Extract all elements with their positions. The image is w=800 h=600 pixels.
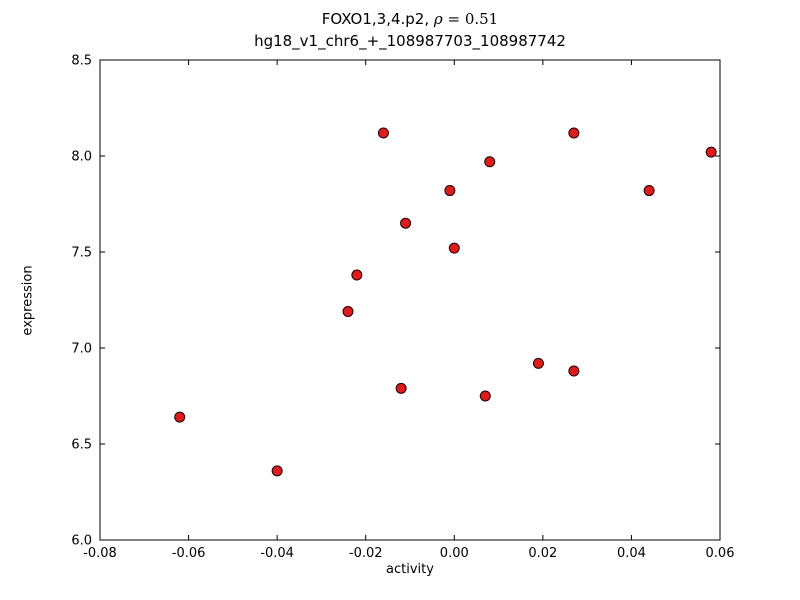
scatter-point [400, 217, 412, 229]
rho-symbol: ρ [433, 10, 443, 28]
scatter-point [532, 357, 544, 369]
x-axis-label: activity [386, 562, 434, 577]
x-tick-label: -0.06 [172, 546, 206, 561]
x-tick-label: 0.02 [528, 546, 557, 561]
scatter-point [568, 365, 580, 377]
scatter-point [377, 127, 389, 139]
plot-frame [99, 59, 721, 541]
x-tick-label: 0.04 [617, 546, 646, 561]
chart-title-text: FOXO1,3,4.p2, [321, 10, 434, 28]
data-points [174, 127, 717, 477]
scatter-point [174, 411, 186, 423]
y-tick-label: 6.0 [71, 534, 92, 549]
scatter-point [395, 382, 407, 394]
scatter-point [705, 146, 717, 158]
scatter-point [271, 465, 283, 477]
x-tick-label: -0.04 [260, 546, 294, 561]
axis-tick-labels: -0.08 -0.06 -0.04 -0.02 0.00 0.02 0.04 0.06 6.0 6… [71, 54, 734, 562]
scatter-point [643, 185, 655, 197]
scatter-point [568, 127, 580, 139]
y-tick-label: 8.5 [71, 54, 92, 69]
rho-value: = 0.51 [442, 10, 499, 28]
scatter-point [444, 185, 456, 197]
chart-title-block: FOXO1,3,4.p2, ρ = 0.51 hg18_v1_chr6_+_10… [100, 8, 720, 52]
x-tick-label: 0.00 [440, 546, 469, 561]
y-tick-label: 7.0 [71, 342, 92, 357]
y-tick-label: 8.0 [71, 150, 92, 165]
y-axis-label: expression [20, 265, 36, 336]
chart-title: FOXO1,3,4.p2, ρ = 0.51 [100, 8, 720, 30]
scatter-point [351, 269, 363, 281]
y-tick-label: 7.5 [71, 246, 92, 261]
x-tick-label: 0.06 [706, 546, 735, 561]
x-tick-label: -0.02 [349, 546, 383, 561]
scatter-point [479, 390, 491, 402]
y-tick-label: 6.5 [71, 438, 92, 453]
scatter-point [484, 156, 496, 168]
x-tick-label: -0.08 [83, 546, 117, 561]
chart-subtitle: hg18_v1_chr6_+_108987703_108987742 [254, 32, 566, 50]
scatter-point [448, 242, 460, 254]
axis-ticks [99, 59, 721, 541]
scatter-point [342, 306, 354, 318]
